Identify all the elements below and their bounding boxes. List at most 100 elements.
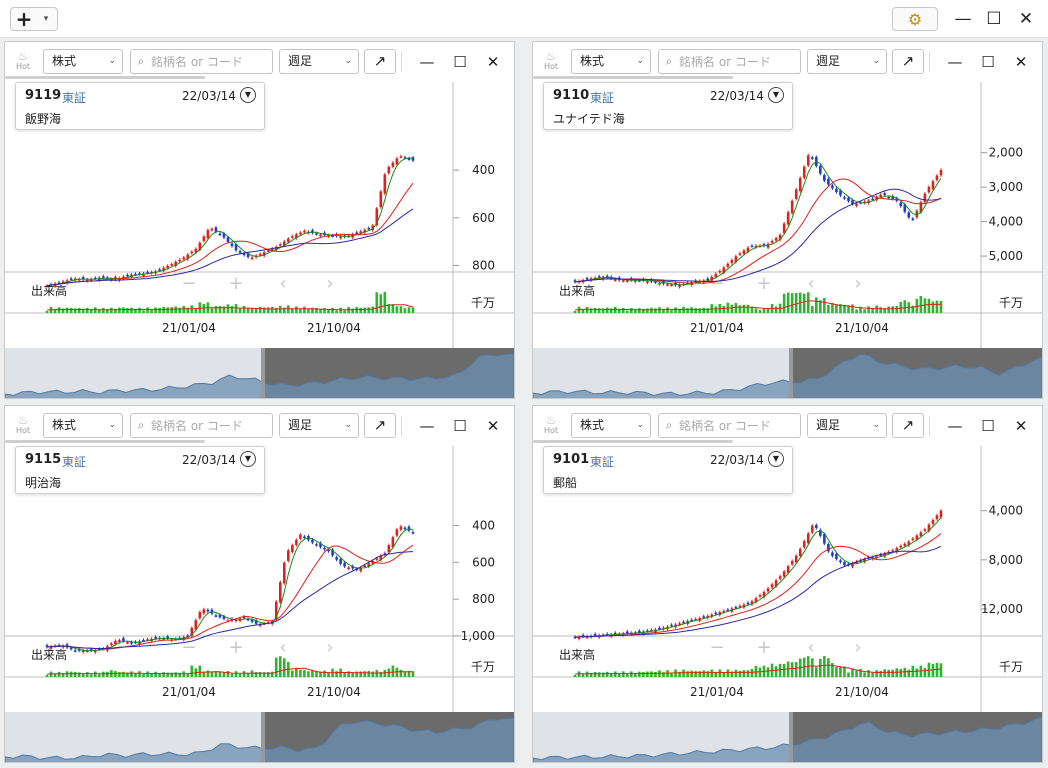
candle-body	[847, 197, 850, 202]
zoom-in-button[interactable]: +	[756, 637, 772, 658]
window-minimize-button[interactable]: —	[954, 9, 972, 29]
symbol-search[interactable]: ⌕	[658, 413, 801, 438]
symbol-search[interactable]: ⌕	[658, 49, 801, 74]
candle-body	[931, 520, 935, 525]
zoom-in-button[interactable]: +	[228, 273, 244, 294]
security-type-select[interactable]: 株式 ⌄	[571, 413, 651, 438]
panel-minimize-button[interactable]: —	[947, 53, 963, 71]
volume-bar	[146, 671, 149, 677]
window-close-button[interactable]: ✕	[1018, 9, 1034, 29]
volume-bar	[270, 671, 274, 677]
chevron-down-circle-icon[interactable]: ▼	[768, 87, 784, 103]
add-panel-button[interactable]: + ▾	[10, 7, 58, 31]
chevron-down-circle-icon[interactable]: ▼	[240, 451, 256, 467]
scroll-right-button[interactable]: ›	[326, 273, 334, 294]
price-chart[interactable]: 5,000 4,000 3,000 2,000	[533, 82, 1042, 352]
volume-bar	[291, 308, 294, 313]
period-select[interactable]: 週足 ⌄	[279, 413, 359, 438]
period-select[interactable]: 週足 ⌄	[807, 413, 887, 438]
volume-bar	[295, 667, 298, 677]
toolbar-scrollbar[interactable]	[5, 440, 205, 443]
range-navigator[interactable]	[533, 712, 1042, 763]
volume-bar	[307, 308, 310, 313]
settings-button[interactable]: ⚙	[892, 7, 938, 31]
scroll-left-button[interactable]: ‹	[807, 637, 815, 658]
symbol-search-input[interactable]	[679, 418, 797, 433]
security-type-select[interactable]: 株式 ⌄	[43, 49, 123, 74]
candle-body	[395, 158, 399, 165]
range-navigator[interactable]	[5, 348, 514, 399]
hot-button[interactable]: ♨ Hot	[11, 414, 35, 436]
volume-bar	[222, 306, 226, 313]
window-maximize-button[interactable]: ☐	[986, 9, 1002, 29]
symbol-search[interactable]: ⌕	[130, 413, 273, 438]
security-type-value: 株式	[52, 54, 77, 68]
candle-body	[194, 620, 198, 630]
price-chart[interactable]: 800 600 400	[5, 82, 514, 352]
symbol-search-input[interactable]	[151, 54, 269, 69]
hot-button[interactable]: ♨ Hot	[539, 414, 563, 436]
security-type-select[interactable]: 株式 ⌄	[43, 413, 123, 438]
toolbar-scrollbar[interactable]	[533, 440, 733, 443]
scroll-right-button[interactable]: ›	[854, 273, 862, 294]
price-chart[interactable]: 12,000 8,000 4,000	[533, 446, 1042, 716]
volume-bar	[85, 307, 89, 313]
panel-minimize-button[interactable]: —	[947, 417, 963, 435]
hot-button[interactable]: ♨ Hot	[11, 50, 35, 72]
zoom-out-button[interactable]: −	[181, 637, 197, 658]
zoom-out-button[interactable]: −	[709, 273, 725, 294]
scroll-right-button[interactable]: ›	[854, 637, 862, 658]
volume-bar	[907, 669, 911, 677]
zoom-in-button[interactable]: +	[228, 637, 244, 658]
popout-button[interactable]: ↗	[892, 413, 924, 438]
volume-bar	[339, 307, 342, 313]
panel-maximize-button[interactable]: ☐	[981, 417, 995, 435]
price-chart[interactable]: 1,000 800 600 400	[5, 446, 514, 716]
panel-minimize-button[interactable]: —	[419, 417, 435, 435]
popout-button[interactable]: ↗	[892, 49, 924, 74]
panel-close-button[interactable]: ✕	[1014, 417, 1028, 435]
security-type-select[interactable]: 株式 ⌄	[571, 49, 651, 74]
volume-bar	[690, 670, 693, 677]
candle-body	[327, 235, 330, 237]
panel-minimize-button[interactable]: —	[419, 53, 435, 71]
scroll-right-button[interactable]: ›	[326, 637, 334, 658]
range-navigator[interactable]	[5, 712, 514, 763]
range-navigator[interactable]	[533, 348, 1042, 399]
volume-bar	[810, 658, 814, 677]
panel-close-button[interactable]: ✕	[486, 417, 500, 435]
panel-close-button[interactable]: ✕	[486, 53, 500, 71]
panel-maximize-button[interactable]: ☐	[453, 417, 467, 435]
symbol-search-input[interactable]	[679, 54, 797, 69]
panel-maximize-button[interactable]: ☐	[453, 53, 467, 71]
symbol-search-input[interactable]	[151, 418, 269, 433]
popout-button[interactable]: ↗	[364, 49, 396, 74]
period-select[interactable]: 週足 ⌄	[807, 49, 887, 74]
zoom-out-button[interactable]: −	[181, 273, 197, 294]
zoom-in-button[interactable]: +	[756, 273, 772, 294]
toolbar-scrollbar[interactable]	[533, 76, 733, 79]
candle-body	[295, 539, 298, 546]
volume-bar	[399, 669, 403, 677]
volume-bar	[722, 672, 726, 677]
volume-bar	[347, 671, 350, 677]
symbol-search[interactable]: ⌕	[130, 49, 273, 74]
volume-bar	[242, 671, 246, 677]
chevron-down-icon[interactable]: ▾	[43, 14, 49, 24]
volume-bar	[238, 308, 242, 313]
panel-close-button[interactable]: ✕	[1014, 53, 1028, 71]
popout-button[interactable]: ↗	[364, 413, 396, 438]
candle-body	[935, 175, 939, 181]
chevron-down-circle-icon[interactable]: ▼	[768, 451, 784, 467]
hot-button[interactable]: ♨ Hot	[539, 50, 563, 72]
scroll-left-button[interactable]: ‹	[279, 637, 287, 658]
period-select[interactable]: 週足 ⌄	[279, 49, 359, 74]
scroll-left-button[interactable]: ‹	[807, 273, 815, 294]
zoom-out-button[interactable]: −	[709, 637, 725, 658]
toolbar-scrollbar[interactable]	[5, 76, 205, 79]
scroll-left-button[interactable]: ‹	[279, 273, 287, 294]
chevron-down-circle-icon[interactable]: ▼	[240, 87, 256, 103]
volume-bar	[646, 671, 649, 677]
volume-bar	[351, 672, 354, 677]
panel-maximize-button[interactable]: ☐	[981, 53, 995, 71]
